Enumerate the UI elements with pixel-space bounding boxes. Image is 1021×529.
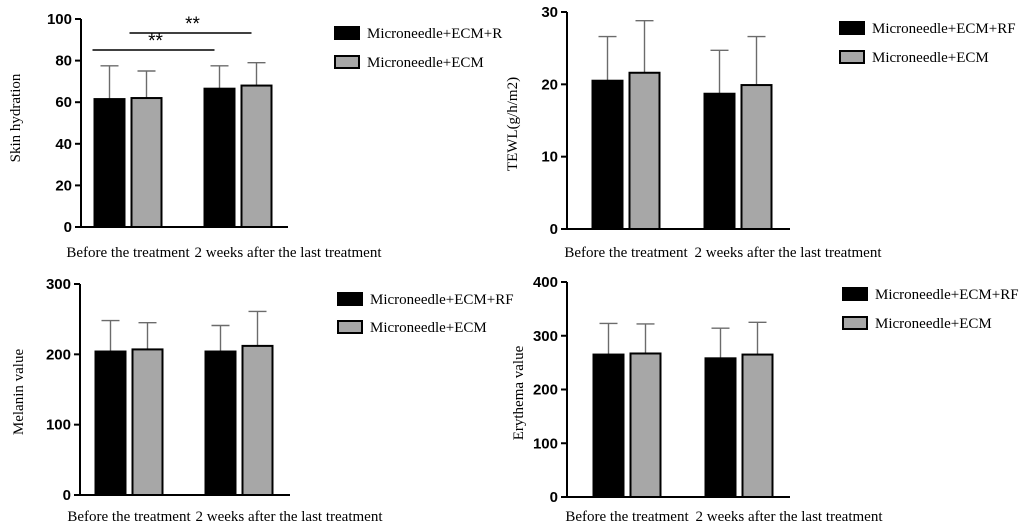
y-tick-label: 80: [55, 53, 72, 70]
x-category-label: 2 weeks after the last treatment: [695, 509, 883, 525]
x-category-label: Before the treatment: [564, 245, 688, 261]
y-axis-label: Erythema value: [511, 345, 527, 440]
legend-swatch: [839, 50, 865, 64]
x-category-label: Before the treatment: [66, 245, 190, 261]
legend-swatch: [337, 292, 363, 306]
x-category-label: Before the treatment: [565, 509, 689, 525]
y-tick-label: 100: [46, 417, 71, 434]
legend-label: Microneedle+ECM+R: [367, 26, 502, 42]
significance-label: **: [185, 14, 200, 35]
x-category-label: 2 weeks after the last treatment: [194, 245, 382, 261]
y-tick-label: 200: [533, 382, 558, 399]
y-tick-label: 0: [64, 219, 72, 236]
legend-swatch: [334, 26, 360, 40]
bar: [629, 352, 662, 498]
bar: [131, 348, 164, 496]
legend-swatch: [334, 55, 360, 69]
bar: [741, 353, 774, 498]
bar: [204, 350, 237, 496]
y-tick-label: 100: [47, 11, 72, 28]
bar: [703, 92, 736, 230]
y-tick-label: 100: [533, 435, 558, 452]
bar: [740, 84, 773, 230]
bar: [704, 357, 737, 499]
y-tick-label: 20: [55, 177, 72, 194]
x-category-label: 2 weeks after the last treatment: [195, 509, 383, 525]
legend-label: Microneedle+ECM: [370, 320, 487, 336]
y-axis-label: Melanin value: [11, 349, 27, 436]
bar: [592, 353, 625, 498]
y-tick-label: 0: [550, 221, 558, 238]
legend-swatch: [839, 21, 865, 35]
y-tick-label: 60: [55, 94, 72, 111]
y-tick-label: 300: [533, 328, 558, 345]
legend-label: Microneedle+ECM+RF: [872, 21, 1016, 37]
y-tick-label: 200: [46, 346, 71, 363]
bar: [203, 87, 236, 229]
bar: [94, 350, 127, 496]
legend-label: Microneedle+ECM: [872, 50, 989, 66]
chart-panel-4: 0 100 200 300 400 Erythema value Before the tr…: [511, 274, 1019, 525]
y-tick-label: 10: [541, 149, 558, 166]
legend-swatch: [337, 320, 363, 334]
bar: [240, 84, 273, 228]
legend-swatch: [842, 316, 868, 330]
chart-panel-1: 0 20 40 60 80 100 Skin hydration Before the tre…: [8, 11, 502, 261]
bar: [591, 79, 624, 231]
y-tick-label: 20: [541, 76, 558, 93]
bar: [241, 344, 274, 497]
chart-panel-3: 0 100 200 300 Melanin value Before the treatm…: [11, 276, 514, 525]
legend-label: Microneedle+ECM: [875, 316, 992, 332]
legend-label: Microneedle+ECM+RF: [370, 292, 514, 308]
legend-swatch: [842, 287, 868, 301]
y-tick-label: 300: [46, 276, 71, 293]
y-axis-label: TEWL(g/h/m2): [505, 77, 521, 171]
legend-label: Microneedle+ECM+RF: [875, 287, 1019, 303]
y-tick-label: 30: [541, 4, 558, 21]
y-tick-label: 400: [533, 274, 558, 291]
chart-panel-2: 0 10 20 30 TEWL(g/h/m2) Before the treatment 2…: [505, 4, 1016, 261]
x-category-label: Before the treatment: [67, 509, 191, 525]
y-tick-label: 40: [55, 136, 72, 153]
x-category-label: 2 weeks after the last treatment: [694, 245, 882, 261]
significance-label: **: [148, 31, 163, 52]
y-axis-label: Skin hydration: [8, 73, 24, 162]
bar: [93, 98, 126, 228]
y-tick-label: 0: [63, 487, 71, 504]
y-tick-label: 0: [550, 489, 558, 506]
legend-label: Microneedle+ECM: [367, 55, 484, 71]
bar: [628, 71, 661, 231]
bar: [130, 97, 163, 229]
